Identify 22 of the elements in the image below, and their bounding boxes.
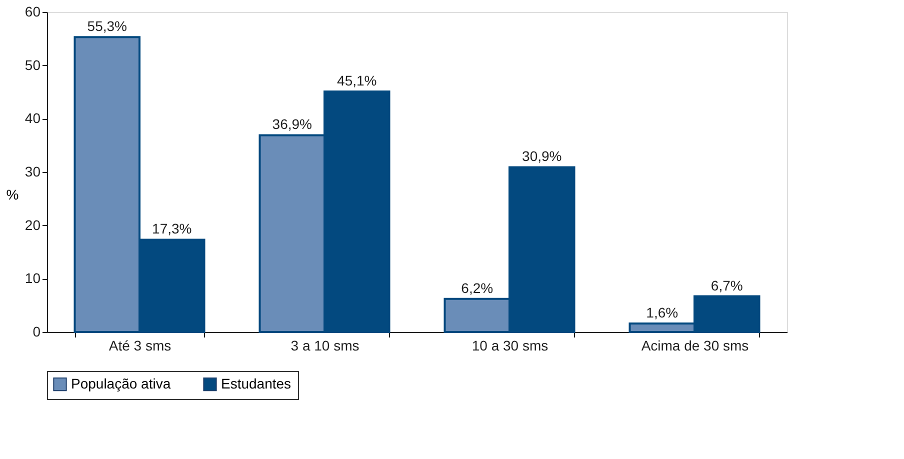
y-tick-label: 20 (24, 216, 41, 233)
data-label: 55,3% (87, 18, 127, 34)
x-tick-label: Até 3 sms (108, 338, 172, 354)
data-label: 45,1% (337, 72, 377, 88)
data-label: 17,3% (152, 220, 192, 237)
y-tick-label: 30 (24, 164, 41, 180)
y-tick-label: 50 (24, 56, 41, 73)
data-label: 36,9% (272, 116, 312, 132)
y-tick-label: 0 (32, 324, 41, 340)
y-tick-label: 10 (24, 270, 41, 286)
y-tick-label: 40 (24, 110, 41, 126)
data-label: 6,7% (710, 277, 743, 294)
x-tick-label: 3 a 10 sms (290, 338, 360, 354)
data-label: 30,9% (522, 148, 562, 164)
y-tick-label: 60 (24, 4, 41, 20)
legend-label: População ativa (71, 375, 171, 392)
data-label: 6,2% (461, 280, 494, 296)
y-axis-title: % (6, 186, 19, 202)
x-tick-label: Acima de 30 sms (641, 338, 749, 354)
legend-label: Estudantes (221, 375, 292, 392)
data-label: 1,6% (646, 304, 678, 320)
x-tick-label: 10 a 30 sms (472, 338, 548, 354)
